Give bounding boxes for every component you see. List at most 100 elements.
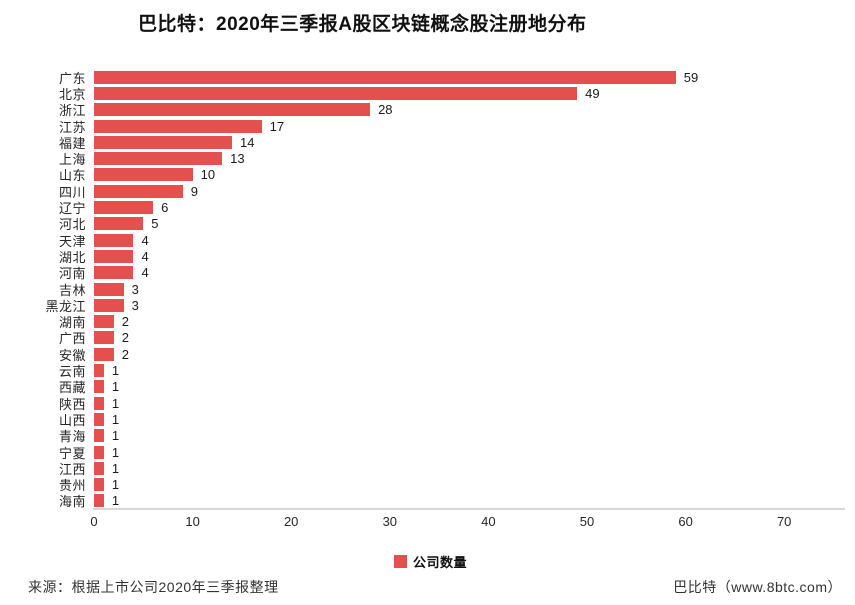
category-label: 江西 [58, 461, 86, 477]
category-label: 山西 [58, 412, 86, 428]
chart-row: 广西 2 [0, 330, 855, 346]
bar[interactable] [94, 103, 371, 117]
chart-row: 河北 5 [0, 216, 855, 232]
value-label: 1 [111, 444, 120, 460]
category-label: 海南 [58, 494, 86, 510]
bar[interactable] [94, 201, 154, 215]
chart-row: 青海 1 [0, 428, 855, 444]
bar[interactable] [94, 282, 124, 296]
category-label: 宁夏 [58, 445, 86, 461]
bar[interactable] [94, 461, 104, 475]
chart-row: 陕西 1 [0, 395, 855, 412]
category-label: 西藏 [58, 380, 86, 396]
bar[interactable] [94, 168, 193, 182]
chart-row: 上海 13 [0, 151, 855, 167]
value-label: 4 [141, 232, 149, 248]
chart-row: 西藏 1 [0, 379, 855, 395]
bar[interactable] [94, 445, 104, 459]
bar[interactable] [94, 86, 578, 100]
category-label: 吉林 [58, 282, 86, 298]
value-label: 1 [111, 363, 120, 379]
source-note: 来源：根据上市公司2020年三季报整理 [28, 579, 279, 595]
bar[interactable] [94, 266, 134, 280]
bar[interactable] [94, 184, 183, 198]
chart-row: 贵州 1 [0, 477, 855, 493]
category-label: 陕西 [58, 396, 86, 412]
category-label: 湖南 [58, 315, 86, 331]
chart-row: 江西 1 [0, 460, 855, 477]
bar[interactable] [94, 70, 676, 84]
value-label: 13 [230, 151, 245, 167]
category-label: 广西 [58, 331, 86, 347]
bar[interactable] [94, 412, 104, 426]
value-label: 2 [121, 330, 129, 346]
bar[interactable] [94, 364, 104, 378]
value-label: 6 [161, 200, 169, 216]
category-label: 辽宁 [58, 201, 86, 217]
bar[interactable] [94, 380, 104, 394]
legend-swatch-icon [394, 555, 407, 568]
category-label: 北京 [58, 86, 86, 102]
chart-row: 安徽 2 [0, 346, 855, 363]
category-label: 福建 [58, 135, 86, 151]
chart-row: 福建 14 [0, 134, 855, 151]
chart-row: 山东 10 [0, 167, 855, 183]
chart-row: 天津 4 [0, 232, 855, 249]
x-axis-line [93, 508, 845, 510]
chart-row: 广东 59 [0, 69, 855, 86]
value-label: 17 [269, 118, 285, 134]
category-label: 山东 [58, 168, 86, 184]
category-label: 湖北 [58, 249, 86, 265]
value-label: 59 [683, 69, 699, 85]
bar[interactable] [94, 429, 104, 443]
category-label: 上海 [58, 152, 86, 168]
chart-row: 江苏 17 [0, 118, 855, 135]
bar[interactable] [94, 135, 233, 149]
bar[interactable] [94, 217, 144, 231]
value-label: 1 [111, 428, 120, 444]
category-label: 浙江 [58, 103, 86, 119]
value-label: 1 [111, 395, 120, 411]
category-label: 安徽 [58, 347, 86, 363]
chart-row: 吉林 3 [0, 281, 855, 298]
bar[interactable] [94, 119, 262, 133]
category-label: 云南 [58, 364, 86, 380]
chart-row: 湖南 2 [0, 314, 855, 330]
bar[interactable] [94, 494, 104, 508]
bar[interactable] [94, 249, 134, 263]
category-label: 天津 [58, 233, 86, 249]
category-label: 贵州 [58, 478, 86, 494]
value-label: 4 [141, 265, 149, 281]
bar[interactable] [94, 331, 114, 345]
value-label: 3 [131, 297, 139, 313]
value-label: 4 [141, 248, 149, 264]
bar[interactable] [94, 478, 104, 492]
value-label: 2 [121, 346, 129, 362]
chart-row: 北京 49 [0, 85, 855, 102]
value-label: 1 [111, 379, 120, 395]
brand-note: 巴比特（www.8btc.com） [673, 579, 842, 595]
value-label: 1 [111, 493, 120, 509]
bar[interactable] [94, 315, 114, 329]
value-label: 1 [111, 411, 120, 427]
chart-row: 山西 1 [0, 411, 855, 428]
value-label: 1 [111, 477, 120, 493]
value-label: 9 [190, 183, 198, 199]
value-label: 5 [151, 216, 159, 232]
legend-item[interactable]: 公司数量 [394, 552, 467, 571]
bar[interactable] [94, 298, 124, 312]
category-label: 广东 [58, 70, 86, 86]
value-label: 28 [378, 102, 393, 118]
value-label: 1 [111, 460, 120, 476]
bar[interactable] [94, 347, 114, 361]
value-label: 49 [585, 85, 600, 101]
chart-row: 海南 1 [0, 493, 855, 509]
bar[interactable] [94, 152, 223, 166]
bar[interactable] [94, 233, 134, 247]
legend-label: 公司数量 [413, 555, 468, 570]
value-label: 2 [121, 314, 129, 330]
category-label: 河北 [58, 217, 86, 233]
bar[interactable] [94, 396, 104, 410]
category-label: 青海 [58, 429, 86, 445]
